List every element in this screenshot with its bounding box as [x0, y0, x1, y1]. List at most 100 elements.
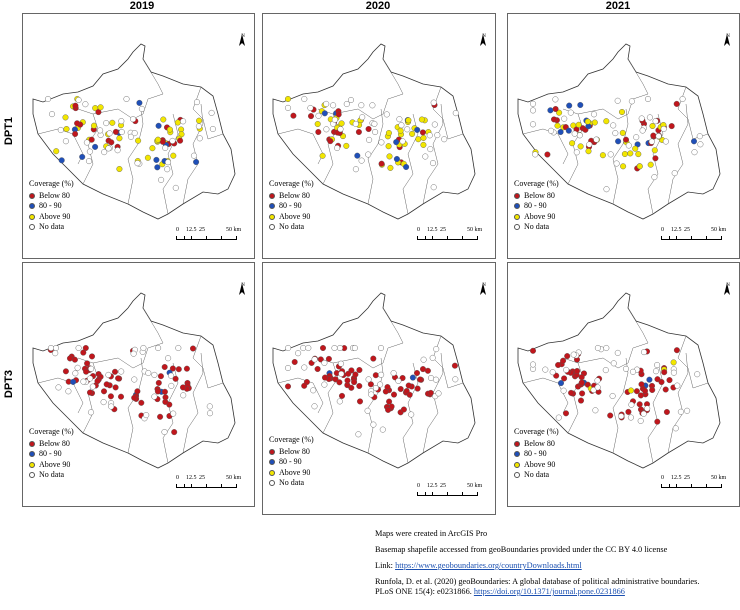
facility-point [652, 155, 659, 162]
district-boundary [627, 58, 649, 95]
facility-point [385, 143, 392, 150]
facility-point [639, 127, 646, 134]
region-outline [32, 43, 236, 220]
facility-point [321, 359, 328, 366]
facility-point [285, 344, 292, 351]
facility-point [573, 149, 580, 156]
doi-link[interactable]: https://doi.org/10.1371/journal.pone.023… [473, 587, 625, 596]
facility-point [338, 370, 345, 377]
facility-point [403, 163, 410, 170]
region-outline [272, 292, 476, 469]
facility-point [63, 125, 70, 132]
facility-point [89, 383, 96, 390]
facility-point [671, 170, 678, 177]
legend-item-3: No data [514, 222, 559, 233]
facility-point [127, 133, 134, 140]
facility-point [285, 95, 292, 102]
facility-point [417, 376, 424, 383]
facility-point [372, 372, 379, 379]
facility-point [53, 344, 60, 351]
facility-point [434, 132, 441, 139]
facility-point [385, 129, 392, 136]
column-header-2021: 2021 [605, 0, 631, 12]
facility-point [74, 120, 81, 127]
facility-point [661, 369, 668, 376]
facility-point [116, 165, 123, 172]
scale-bar: 0 12.5 25 50 km [176, 475, 246, 488]
facility-point [433, 346, 440, 353]
facility-point [130, 350, 137, 357]
facility-point [171, 429, 178, 436]
scale-label: 25 [199, 475, 205, 481]
facility-point [614, 349, 621, 356]
facility-point [610, 122, 617, 129]
facility-point [405, 382, 412, 389]
facility-point [208, 109, 215, 116]
coverage-legend: Coverage (%) Below 80 80 - 90 Above 90 No da… [514, 427, 559, 481]
region-outline [272, 43, 476, 220]
facility-point [647, 161, 654, 168]
facility-point [372, 128, 379, 135]
legend-label: Below 80 [524, 190, 555, 200]
facility-point [195, 123, 202, 130]
facility-point [549, 369, 556, 376]
facility-point [301, 382, 308, 389]
legend-title: Coverage (%) [514, 179, 559, 188]
facility-point [365, 125, 372, 132]
north-label: N [726, 283, 730, 288]
facility-point [157, 373, 164, 380]
facility-point [668, 123, 675, 130]
facility-point [400, 406, 407, 413]
legend-label: Above 90 [279, 467, 311, 477]
facility-point [151, 393, 158, 400]
facility-point [86, 389, 93, 396]
facility-point [560, 357, 567, 364]
legend-label: No data [279, 478, 305, 487]
facility-point [97, 127, 104, 134]
legend-label: No data [524, 222, 550, 231]
district-boundary [162, 113, 179, 215]
facility-point [149, 145, 156, 152]
legend-item-3: No data [29, 222, 74, 233]
facility-point [106, 130, 113, 137]
legend-swatch [514, 461, 520, 468]
geoboundaries-link[interactable]: https://www.geoboundaries.org/countryDow… [395, 561, 582, 570]
facility-point [82, 101, 89, 108]
facility-point [697, 141, 704, 148]
facility-point [206, 410, 213, 417]
facility-point [130, 116, 137, 123]
legend-swatch [269, 224, 275, 231]
facility-point [131, 376, 138, 383]
district-boundary [142, 307, 164, 344]
facility-point [351, 344, 358, 351]
facility-point [161, 428, 168, 435]
facility-point [310, 387, 317, 394]
facility-point [52, 350, 59, 357]
facility-point [377, 344, 384, 351]
facility-point [101, 149, 108, 156]
facility-point [372, 384, 379, 391]
north-arrow-glyph [239, 283, 245, 295]
map-panel-dpt3-2021: N Coverage (%) Below 80 80 - 90 Above 90 No d… [507, 262, 740, 507]
note-citation: Runfola, D. et al. (2020) geoBoundaries:… [375, 577, 699, 597]
facility-point [530, 107, 537, 114]
legend-swatch [29, 203, 35, 210]
facility-point [143, 412, 150, 419]
facility-point [331, 116, 338, 123]
coverage-legend: Coverage (%) Below 80 80 - 90 Above 90 No da… [29, 179, 74, 233]
facility-point [162, 394, 169, 401]
scale-label: 0 [661, 227, 664, 233]
facility-point [336, 344, 343, 351]
map-canvas [32, 292, 236, 469]
facility-point [334, 144, 341, 151]
legend-label: 80 - 90 [39, 201, 62, 210]
district-boundary [577, 342, 649, 369]
legend-item-2: Above 90 [269, 468, 314, 479]
facility-point [441, 136, 448, 143]
region-outline [517, 292, 721, 469]
legend-item-0: Below 80 [269, 191, 314, 202]
facility-point [100, 399, 107, 406]
facility-point [356, 366, 363, 373]
facility-point [320, 344, 327, 351]
facility-point [551, 116, 558, 123]
